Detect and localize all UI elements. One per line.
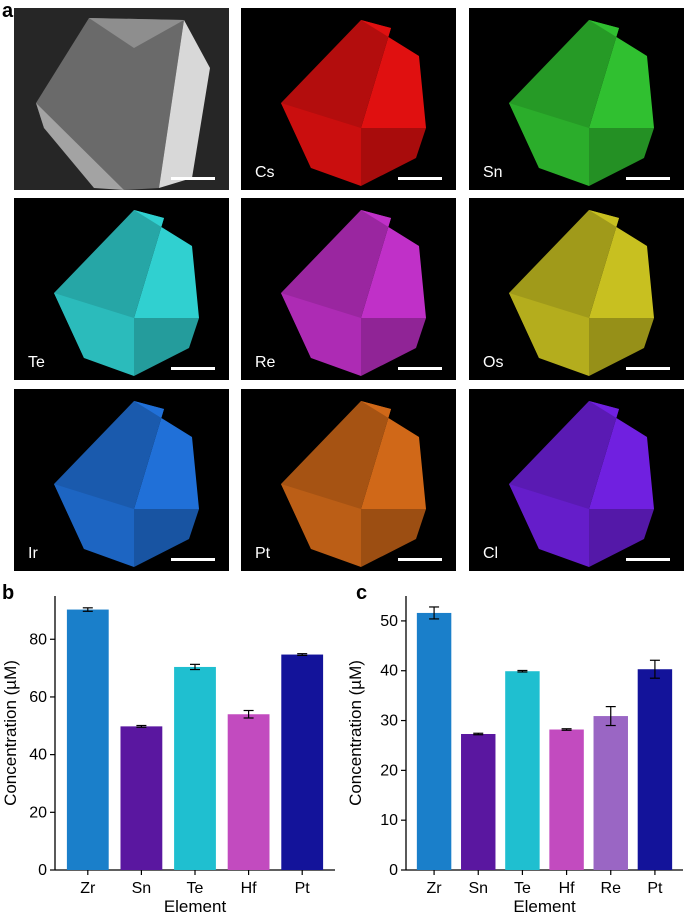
bar-chart-c: 0 10 20 30 40 50 Zr Sn Te Hf Re Pt Element Concentrat… [346, 596, 683, 916]
scale-bar [626, 367, 670, 370]
y-tick-label: 30 [380, 713, 398, 730]
y-tick-label: 60 [29, 689, 47, 706]
element-map-os: Os [469, 198, 684, 380]
bar-zr [416, 612, 452, 870]
crystal-shape [54, 401, 199, 567]
element-map-ir: Ir [14, 389, 229, 571]
bar-pt [281, 654, 324, 870]
element-map-sn: Sn [469, 8, 684, 190]
element-map-cs: Cs [241, 8, 456, 190]
x-tick-label: Sn [468, 880, 488, 897]
crystal-shape [281, 210, 426, 376]
element-map-label: Cl [483, 545, 499, 562]
x-tick-label: Te [514, 880, 531, 897]
element-map-label: Os [483, 354, 504, 371]
element-map-pt: Pt [241, 389, 456, 571]
x-axis-label: Element [164, 897, 227, 916]
element-map-label: Te [28, 354, 45, 371]
panel-a-letter: a [2, 0, 14, 22]
x-tick-label: Zr [80, 880, 96, 897]
y-axis-label: Concentration (µM) [346, 660, 365, 806]
x-tick-label: Re [601, 880, 622, 897]
y-tick-label: 10 [380, 812, 398, 829]
bar-hf [549, 729, 584, 870]
scale-bar [398, 558, 442, 561]
panel-c-letter: c [356, 582, 368, 604]
crystal-shape [509, 20, 654, 186]
bar-chart-b: 0 20 40 60 80 Zr Sn Te Hf Pt Element Concentration … [1, 596, 335, 916]
sem-image [14, 8, 229, 190]
bar-re [593, 716, 628, 870]
x-tick-label: Te [187, 880, 204, 897]
bar-sn [461, 733, 496, 870]
x-tick-label: Pt [295, 880, 311, 897]
element-map-label: Re [255, 354, 276, 371]
x-tick-label: Zr [427, 880, 443, 897]
bar-sn [120, 726, 163, 870]
element-map-label: Ir [28, 545, 38, 562]
x-tick-label: Hf [559, 880, 576, 897]
scale-bar [171, 558, 215, 561]
y-tick-label: 50 [380, 613, 398, 630]
crystal-shape [509, 401, 654, 567]
bar-hf [227, 714, 270, 870]
x-axis-label: Element [513, 897, 576, 916]
scale-bar [398, 367, 442, 370]
y-tick-label: 20 [380, 762, 398, 779]
panel-b-letter: b [2, 582, 15, 604]
y-tick-label: 40 [29, 747, 47, 764]
y-axis-label: Concentration (µM) [1, 660, 20, 806]
y-tick-label: 0 [38, 862, 47, 879]
scale-bar [398, 177, 442, 180]
crystal-shape [281, 401, 426, 567]
y-tick-label: 80 [29, 631, 47, 648]
element-map-label: Sn [483, 164, 503, 181]
x-tick-label: Pt [647, 880, 663, 897]
y-tick-label: 0 [389, 862, 398, 879]
x-tick-label: Sn [132, 880, 152, 897]
crystal-shape [36, 18, 210, 190]
scale-bar [626, 558, 670, 561]
element-map-cl: Cl [469, 389, 684, 571]
y-tick-label: 40 [380, 663, 398, 680]
scale-bar [171, 177, 215, 180]
element-map-te: Te [14, 198, 229, 380]
bar-te [505, 671, 540, 870]
bar-pt [637, 669, 673, 870]
bar-zr [66, 609, 109, 870]
element-map-label: Pt [255, 545, 271, 562]
element-map-re: Re [241, 198, 456, 380]
x-tick-label: Hf [241, 880, 258, 897]
crystal-shape [281, 20, 426, 186]
scale-bar [626, 177, 670, 180]
element-map-label: Cs [255, 164, 275, 181]
bar-te [174, 666, 216, 870]
crystal-shape [509, 210, 654, 376]
scale-bar [171, 367, 215, 370]
crystal-shape [54, 210, 199, 376]
y-tick-label: 20 [29, 804, 47, 821]
